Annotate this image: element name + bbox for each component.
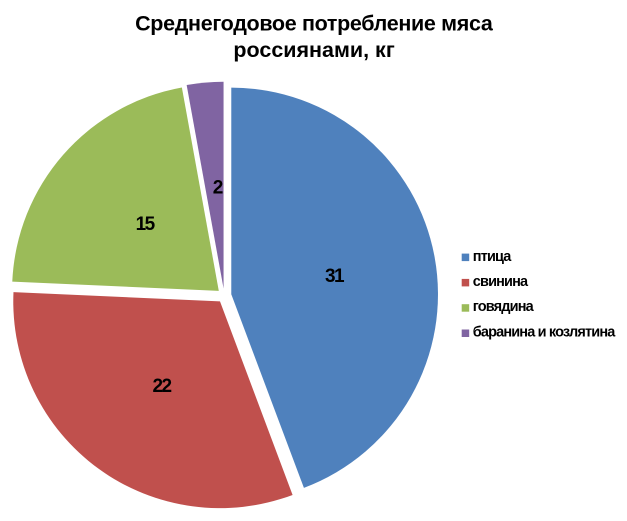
svg-text:птица: птица xyxy=(473,249,512,265)
svg-text:Среднегодовое потребление мяса: Среднегодовое потребление мяса xyxy=(135,11,494,35)
svg-text:говядина: говядина xyxy=(473,299,535,315)
svg-text:2: 2 xyxy=(213,178,223,199)
svg-text:22: 22 xyxy=(153,376,172,397)
svg-text:15: 15 xyxy=(136,214,156,235)
svg-text:баранина и козлятина: баранина и козлятина xyxy=(473,324,616,340)
svg-text:31: 31 xyxy=(325,266,345,287)
svg-text:свинина: свинина xyxy=(473,274,529,290)
svg-text:россиянами, кг: россиянами, кг xyxy=(233,38,394,62)
